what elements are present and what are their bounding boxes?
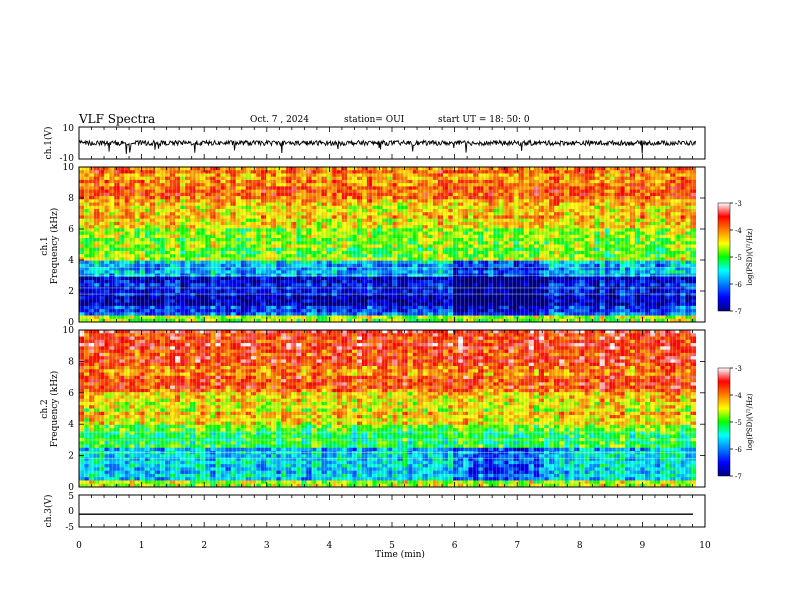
start-time-label: start UT = 18: 50: 0 [438, 115, 530, 125]
heatmap-cell [690, 250, 697, 255]
ch1-waveform-panel: 10 -10 ch.1(V) [43, 124, 706, 164]
heatmap-cell [690, 260, 697, 265]
heatmap-cell [690, 238, 697, 242]
heatmap-cell [690, 231, 697, 236]
heatmap-cell [690, 289, 697, 294]
heatmap-cell [690, 215, 697, 220]
heatmap-cell [690, 283, 697, 287]
chart-title: VLF Spectra [79, 112, 156, 126]
heatmap-cell [690, 202, 697, 207]
heatmap-cell [690, 189, 697, 194]
heatmap-cell [690, 208, 697, 213]
heatmap-cell [690, 225, 697, 229]
heatmap-cell [690, 179, 697, 184]
ch1-ylabel: ch.1(V) [43, 127, 54, 160]
ch1-waveform-series [78, 138, 697, 155]
heatmap-cell [690, 292, 697, 297]
station-label: station= OUI [344, 115, 405, 125]
heatmap-cell [690, 244, 697, 249]
heatmap-cell [690, 170, 697, 174]
heatmap-cell [690, 254, 697, 258]
heatmap-cell [690, 257, 697, 262]
heatmap-cell [690, 173, 697, 178]
heatmap-cell [690, 218, 697, 223]
heatmap-cell [690, 263, 697, 268]
heatmap-cell [690, 167, 697, 171]
heatmap-cell [690, 221, 697, 226]
heatmap-cell [690, 276, 697, 281]
date-label: Oct. 7 , 2024 [250, 115, 309, 125]
heatmap-cell [690, 183, 697, 187]
heatmap-cell [690, 196, 697, 200]
heatmap-cell [690, 267, 697, 271]
heatmap-cell [690, 286, 697, 291]
heatmap-cell [690, 199, 697, 203]
heatmap-cell [690, 234, 697, 239]
ch1-ytick-top: 10 [63, 124, 75, 134]
heatmap-cell [690, 192, 697, 197]
heatmap-cell [690, 247, 697, 252]
heatmap-cell [690, 280, 697, 284]
heatmap-cell [690, 205, 697, 210]
heatmap-cell [690, 241, 697, 245]
ch1-ytick-bottom: -10 [60, 154, 75, 164]
heatmap-cell [690, 186, 697, 191]
heatmap-cell [690, 270, 697, 274]
heatmap-cell [690, 212, 697, 216]
heatmap-cell [690, 228, 697, 232]
heatmap-cell [690, 176, 697, 181]
